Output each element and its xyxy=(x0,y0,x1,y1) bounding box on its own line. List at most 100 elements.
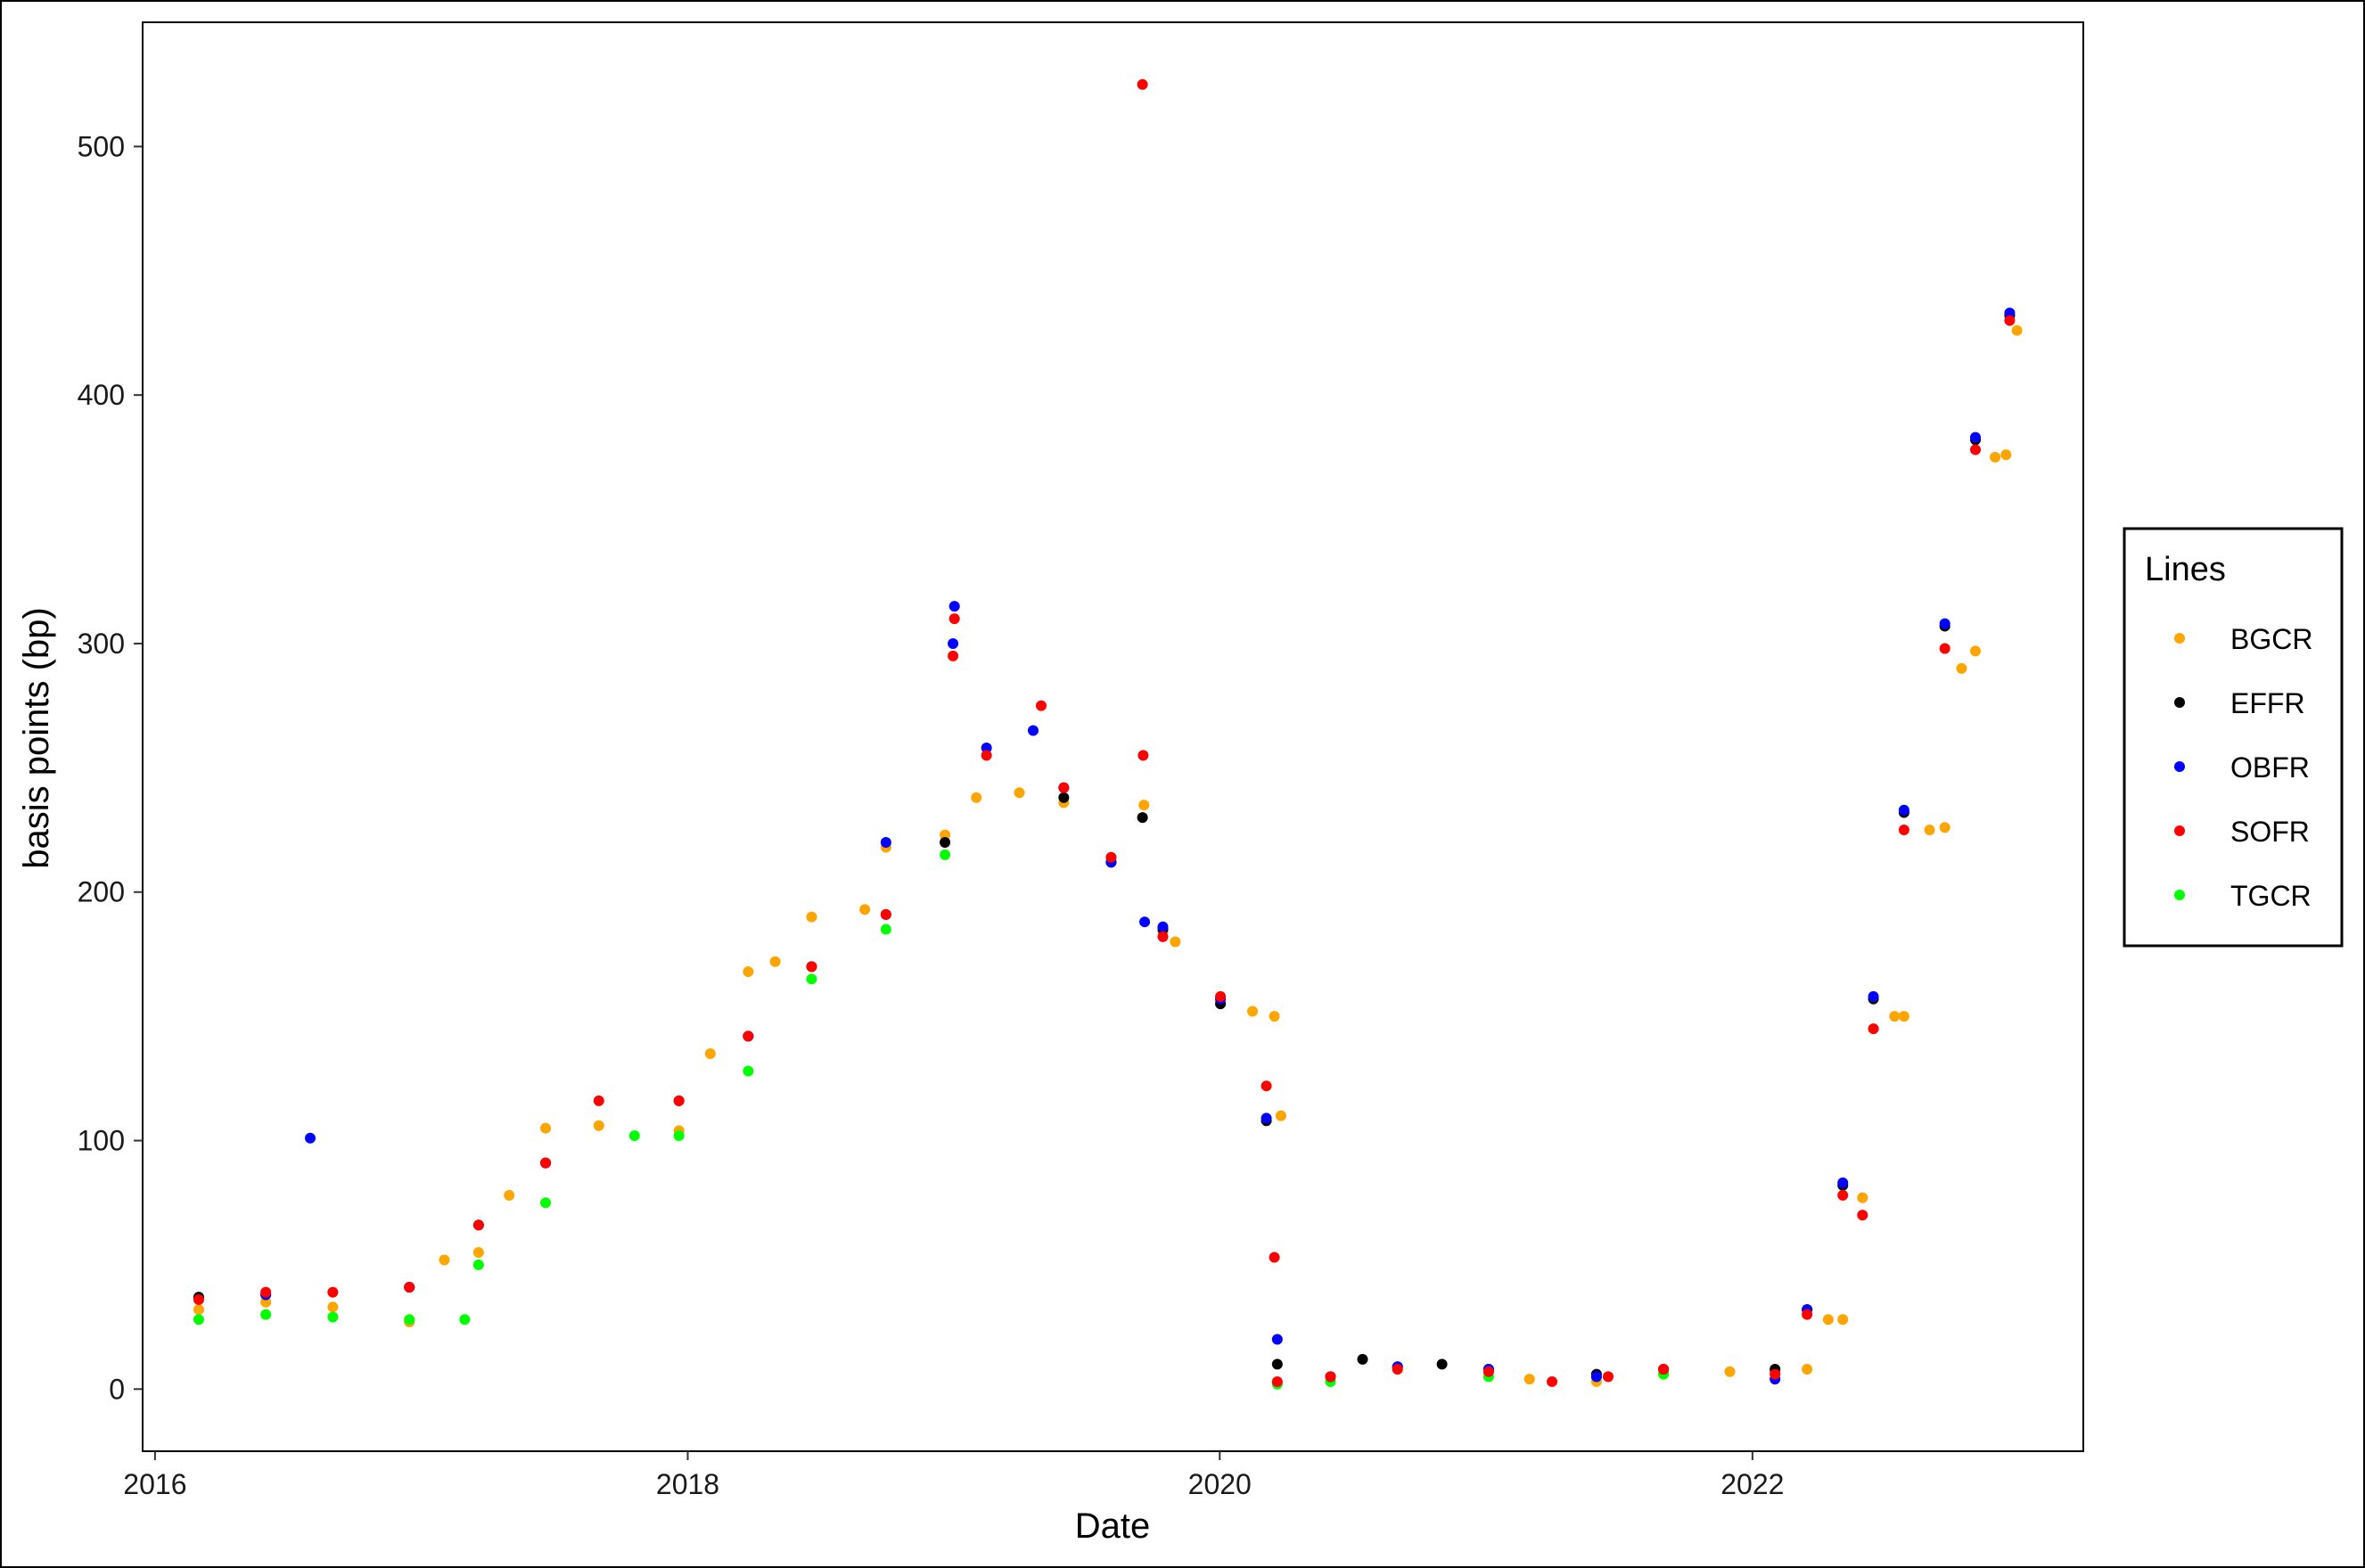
bgcr-point xyxy=(940,829,951,841)
sofr-point xyxy=(1857,1210,1868,1221)
legend-label-tgcr: TGCR xyxy=(2230,880,2312,912)
obfr-point xyxy=(1261,1112,1272,1124)
obfr-point xyxy=(880,836,891,848)
tgcr-point xyxy=(472,1259,484,1270)
bgcr-point xyxy=(540,1122,552,1134)
bgcr-point xyxy=(1275,1110,1286,1121)
obfr-point xyxy=(1868,990,1879,1002)
sofr-point xyxy=(1482,1366,1494,1377)
effr-point xyxy=(940,836,951,848)
sofr-point xyxy=(193,1293,204,1305)
bgcr-point xyxy=(1898,1011,1909,1022)
obfr-point xyxy=(948,601,960,612)
tgcr-point xyxy=(880,924,891,935)
sofr-point xyxy=(948,613,960,625)
obfr-point xyxy=(2004,308,2016,319)
obfr-point xyxy=(305,1132,316,1144)
plot-panel xyxy=(142,21,2084,1452)
x-tick-label: 2020 xyxy=(1188,1468,1252,1500)
sofr-point xyxy=(1392,1364,1403,1375)
y-tick-label: 100 xyxy=(78,1125,125,1157)
tgcr-point xyxy=(743,1065,754,1077)
sofr-point xyxy=(1868,1023,1879,1035)
sofr-point xyxy=(1802,1309,1813,1320)
bgcr-point xyxy=(971,792,982,803)
effr-point xyxy=(1137,812,1148,824)
sofr-point xyxy=(1261,1080,1272,1092)
legend: Lines BGCR EFFR OBFR SOFR TGCR xyxy=(2123,527,2344,948)
legend-title: Lines xyxy=(2145,551,2226,588)
bgcr-point xyxy=(1956,662,1967,674)
sofr-point xyxy=(327,1286,339,1298)
sofr-point xyxy=(1271,1375,1283,1387)
tgcr-point xyxy=(404,1314,415,1326)
sofr-point xyxy=(1137,750,1149,761)
sofr-point xyxy=(1658,1364,1670,1375)
obfr-point xyxy=(1271,1334,1283,1345)
tgcr-point xyxy=(327,1311,339,1323)
bgcr-point xyxy=(193,1304,204,1316)
sofr-point xyxy=(880,908,891,920)
x-axis: 2016 2018 2020 2022 xyxy=(123,1451,1784,1500)
y-tick-label: 500 xyxy=(78,130,125,162)
sofr-point xyxy=(1058,782,1070,793)
legend-key-bgcr xyxy=(2174,633,2185,644)
bgcr-point xyxy=(504,1189,515,1201)
bgcr-point xyxy=(2000,449,2012,461)
sofr-point xyxy=(1602,1371,1614,1383)
bgcr-point xyxy=(1724,1366,1736,1377)
obfr-point xyxy=(1837,1177,1849,1188)
sofr-point xyxy=(540,1157,552,1169)
tgcr-point xyxy=(459,1314,471,1326)
obfr-point xyxy=(1027,725,1039,736)
sofr-point xyxy=(806,961,817,973)
bgcr-point xyxy=(769,956,781,967)
sofr-point xyxy=(1215,990,1227,1002)
legend-label-obfr: OBFR xyxy=(2230,751,2310,784)
obfr-point xyxy=(948,637,959,649)
sofr-point xyxy=(472,1219,484,1231)
obfr-point xyxy=(1139,916,1151,928)
obfr-point xyxy=(1939,618,1950,629)
bgcr-point xyxy=(704,1047,716,1059)
obfr-point xyxy=(1157,921,1169,932)
obfr-point xyxy=(981,743,992,754)
effr-point xyxy=(1357,1353,1368,1365)
sofr-point xyxy=(743,1030,754,1042)
bgcr-point xyxy=(1014,787,1025,799)
legend-box xyxy=(2123,527,2344,948)
bgcr-point xyxy=(472,1246,484,1258)
y-axis: 0 100 200 300 400 500 xyxy=(78,130,143,1405)
bgcr-point xyxy=(593,1120,604,1131)
tgcr-point xyxy=(940,849,951,860)
y-axis-title: basis points (bp) xyxy=(17,607,56,868)
legend-key-tgcr xyxy=(2174,890,2185,900)
sofr-point xyxy=(1105,851,1117,863)
x-tick-label: 2022 xyxy=(1720,1468,1784,1500)
y-tick-label: 300 xyxy=(78,628,125,660)
legend-key-sofr xyxy=(2174,825,2185,836)
tgcr-point xyxy=(628,1129,640,1141)
bgcr-point xyxy=(1822,1314,1834,1326)
series-sofr xyxy=(193,78,2016,1387)
bgcr-point xyxy=(1939,822,1950,833)
x-tick-label: 2016 xyxy=(123,1468,186,1500)
y-tick-label: 0 xyxy=(109,1373,125,1405)
sofr-point xyxy=(1325,1371,1336,1383)
sofr-point xyxy=(1137,78,1148,90)
bgcr-point xyxy=(439,1254,450,1266)
bgcr-point xyxy=(1990,451,2001,463)
tgcr-point xyxy=(540,1197,552,1209)
data-points xyxy=(193,78,2023,1390)
effr-point xyxy=(1436,1359,1448,1370)
legend-key-effr xyxy=(2174,697,2185,708)
obfr-point xyxy=(1970,431,1982,443)
sofr-point xyxy=(1837,1189,1849,1201)
sofr-point xyxy=(1770,1368,1781,1380)
effr-point xyxy=(1058,792,1070,803)
bgcr-point xyxy=(1247,1006,1259,1017)
bgcr-point xyxy=(327,1301,339,1313)
sofr-point xyxy=(948,650,959,661)
